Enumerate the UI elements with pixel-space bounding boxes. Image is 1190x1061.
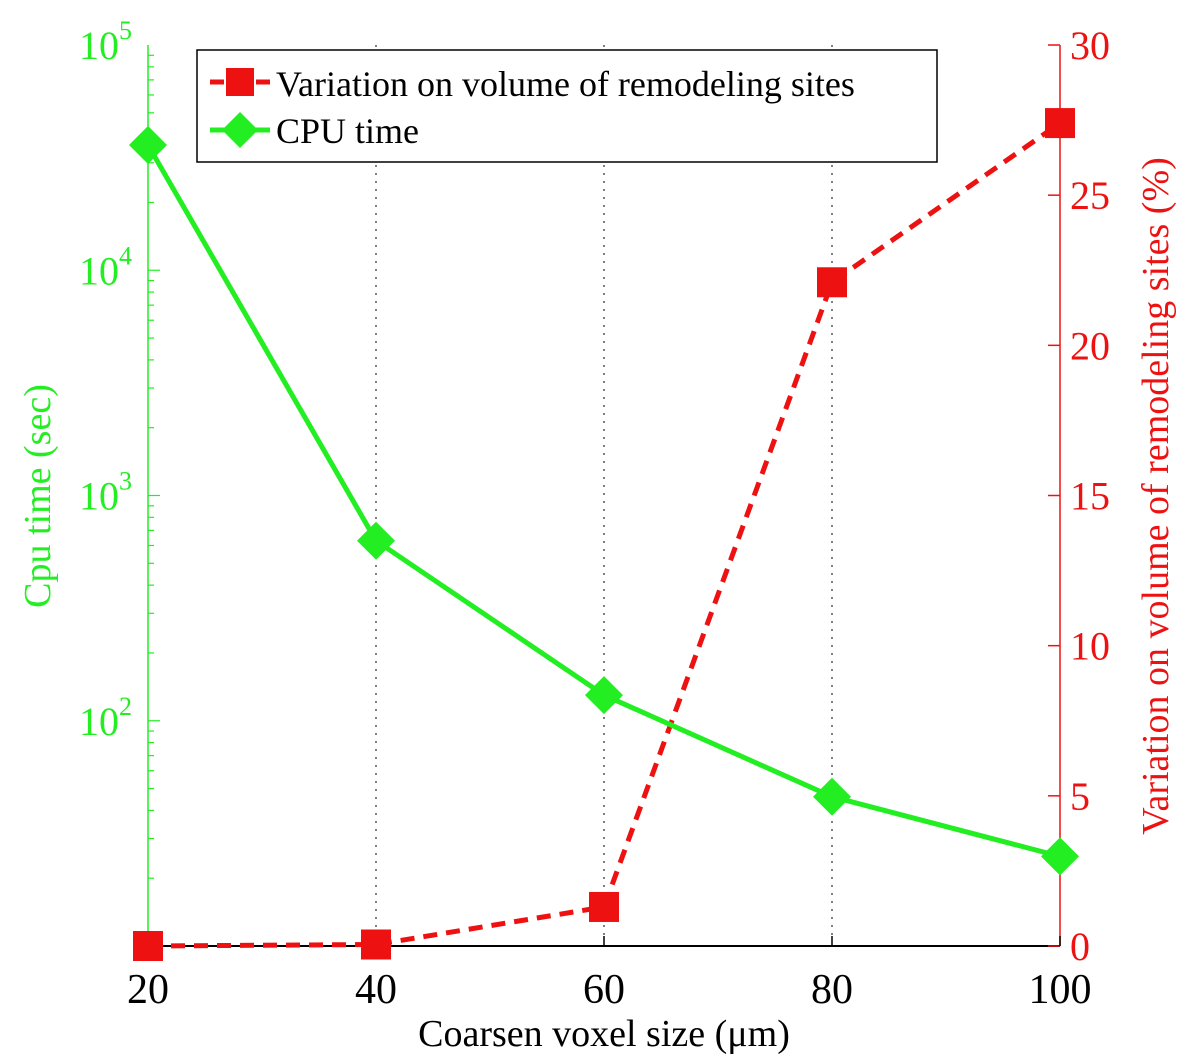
variation-square-marker (133, 931, 163, 961)
left-tick-label: 102 (79, 692, 132, 744)
left-tick-label: 105 (79, 16, 132, 68)
series-layer (129, 108, 1079, 961)
left-y-axis-ticks: 102 103 104 105 (79, 16, 160, 947)
variation-square-marker (361, 929, 391, 960)
right-tick-label: 25 (1070, 173, 1110, 218)
cpu-time-diamond-marker (1041, 837, 1079, 876)
right-tick-label: 0 (1070, 924, 1090, 969)
right-tick-label: 20 (1070, 323, 1110, 368)
left-tick-label: 104 (79, 241, 132, 293)
cpu-time-diamond-marker (357, 521, 395, 560)
left-tick-label: 103 (79, 467, 132, 519)
left-y-axis-label: Cpu time (sec) (17, 384, 59, 608)
x-tick-label: 60 (583, 967, 625, 1013)
legend-marker-diamond (222, 112, 258, 148)
variation-square-marker (589, 891, 619, 922)
cpu-time-diamond-marker (813, 777, 851, 816)
right-tick-label: 5 (1070, 774, 1090, 819)
right-y-axis-ticks: 0 5 10 15 20 25 30 (1048, 23, 1110, 969)
x-axis-label: Coarsen voxel size (μm) (418, 1013, 790, 1055)
x-tick-label: 20 (127, 967, 169, 1013)
variation-square-marker (817, 267, 847, 298)
cpu-time-diamond-marker (585, 676, 623, 715)
x-tick-label: 100 (1029, 967, 1092, 1013)
x-tick-label: 40 (355, 967, 397, 1013)
legend-label-cpu: CPU time (276, 111, 419, 151)
x-tick-label: 80 (811, 967, 853, 1013)
legend-box (196, 49, 938, 163)
x-axis-ticks: 20 40 60 80 100 (127, 936, 1092, 1013)
right-tick-label: 15 (1070, 474, 1110, 519)
variation-square-marker (1045, 108, 1075, 139)
legend-label-variation: Variation on volume of remodeling sites (276, 64, 855, 104)
vertical-gridlines (375, 45, 833, 946)
legend: Variation on volume of remodeling sites … (196, 49, 938, 163)
right-tick-label: 10 (1070, 624, 1110, 669)
legend-marker-square (226, 68, 254, 96)
right-tick-label: 30 (1070, 23, 1110, 68)
cpu-time-diamond-marker (129, 125, 167, 164)
right-y-axis-label: Variation on volume of remodeling sites … (1135, 157, 1177, 835)
